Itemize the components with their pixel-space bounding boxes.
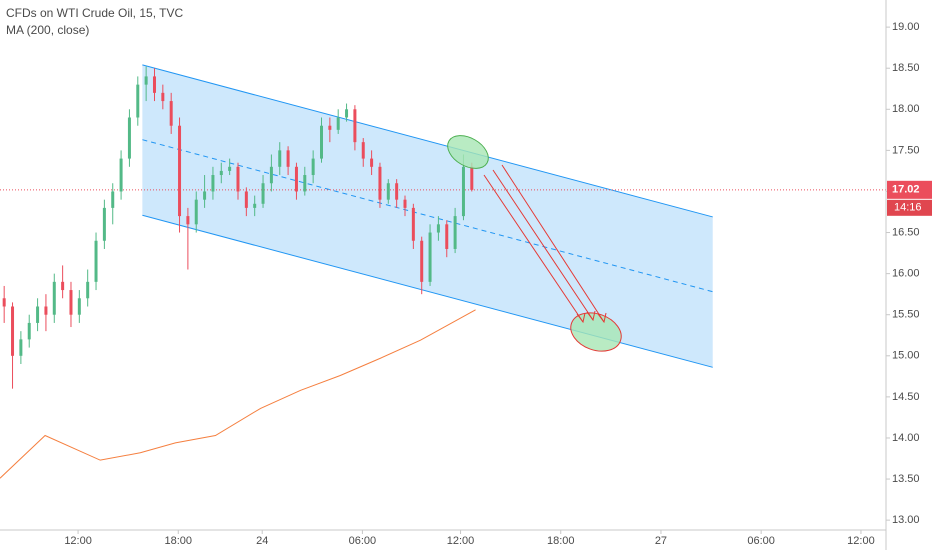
arrow-head [586, 310, 596, 322]
highlight-ellipse [447, 135, 489, 169]
indicator-label: MA (200, close) [6, 23, 89, 37]
plot [0, 64, 886, 479]
candle-body [378, 166, 382, 200]
candle-body [336, 117, 340, 130]
candle-body [453, 216, 457, 249]
candle-body [178, 125, 182, 217]
candle-body [19, 339, 23, 356]
candle-body [144, 76, 148, 85]
price-tag [887, 180, 932, 199]
y-tick-label: 14.00 [892, 432, 920, 444]
candle-body [319, 125, 323, 159]
candle-body [194, 199, 198, 225]
candle-body [11, 306, 15, 356]
candle-body [420, 240, 424, 282]
candle-body [311, 158, 315, 176]
candle-body [161, 92, 165, 102]
candle-body [353, 109, 357, 143]
arrow-head [597, 312, 607, 324]
countdown-tag [887, 199, 932, 216]
chart-title: CFDs on WTI Crude Oil, 15, TVC [6, 6, 183, 20]
arrow-head [576, 312, 586, 324]
candle-body [286, 150, 290, 167]
candle-body [403, 199, 407, 208]
y-tick-label: 16.50 [892, 226, 920, 238]
y-tick-label: 15.50 [892, 309, 920, 321]
y-tick-label: 14.50 [892, 391, 920, 403]
x-tick-label: 18:00 [165, 535, 193, 547]
candle-body [236, 166, 240, 192]
x-tick-label: 12:00 [847, 535, 875, 547]
candle-body [361, 142, 365, 159]
candle-body [395, 183, 399, 200]
x-tick-label: 06:00 [349, 535, 377, 547]
x-tick-label: 06:00 [747, 535, 775, 547]
candle-body [386, 183, 390, 200]
countdown-label: 14:16 [894, 202, 922, 214]
candle-body [244, 191, 248, 208]
candle-body [294, 166, 298, 192]
candle-body [136, 84, 140, 118]
candle-body [186, 216, 190, 225]
candle-body [102, 207, 106, 241]
y-tick-label: 15.00 [892, 350, 920, 362]
candle-body [436, 224, 440, 233]
candle-body [328, 125, 332, 130]
candle-body [461, 166, 465, 217]
candle-body [2, 298, 6, 307]
arrow [501, 164, 605, 323]
candle-body [303, 175, 307, 192]
candle-body [152, 76, 156, 93]
candle-body [86, 281, 90, 299]
ma-line [0, 309, 476, 479]
y-tick-label: 18.00 [892, 103, 920, 115]
x-tick-label: 18:00 [547, 535, 575, 547]
y-tick-label: 16.00 [892, 268, 920, 280]
candle-body [445, 224, 449, 249]
x-tick-label: 12:00 [447, 535, 475, 547]
candle-body [211, 175, 215, 192]
arrow [492, 169, 594, 321]
candle-body [127, 117, 131, 159]
candle-body [470, 166, 474, 190]
y-tick-label: 13.50 [892, 473, 920, 485]
y-tick-label: 19.00 [892, 21, 920, 33]
candle-body [52, 281, 56, 315]
arrows [483, 164, 607, 324]
channel-upper [142, 64, 713, 218]
candle-body [44, 306, 48, 315]
candle-body [261, 183, 265, 204]
y-tick-label: 17.50 [892, 144, 920, 156]
arrow [483, 174, 584, 323]
candle-body [27, 322, 31, 340]
candle-body [345, 109, 349, 118]
candle-body [269, 166, 273, 184]
candle-body [219, 170, 223, 176]
candle-body [36, 306, 40, 323]
candle-body [94, 240, 98, 282]
candle-body [228, 166, 232, 171]
candle-body [77, 298, 81, 315]
channel-fill [142, 64, 713, 368]
y-tick-label: 18.50 [892, 62, 920, 74]
candle-body [370, 158, 374, 167]
candle-body [411, 207, 415, 241]
candle-body [61, 281, 65, 291]
candle-body [111, 191, 115, 208]
candle-body [278, 150, 282, 167]
candle-body [428, 232, 432, 282]
candle-body [69, 290, 73, 315]
x-tick-label: 12:00 [64, 535, 92, 547]
candle-body [169, 101, 173, 126]
y-tick-label: 13.00 [892, 514, 920, 526]
candle-body [203, 191, 207, 200]
candle-body [119, 158, 123, 192]
candle-body [253, 203, 257, 208]
price-tag-label: 17.02 [892, 184, 920, 196]
x-tick-label: 27 [655, 535, 667, 547]
x-tick-label: 24 [256, 535, 268, 547]
